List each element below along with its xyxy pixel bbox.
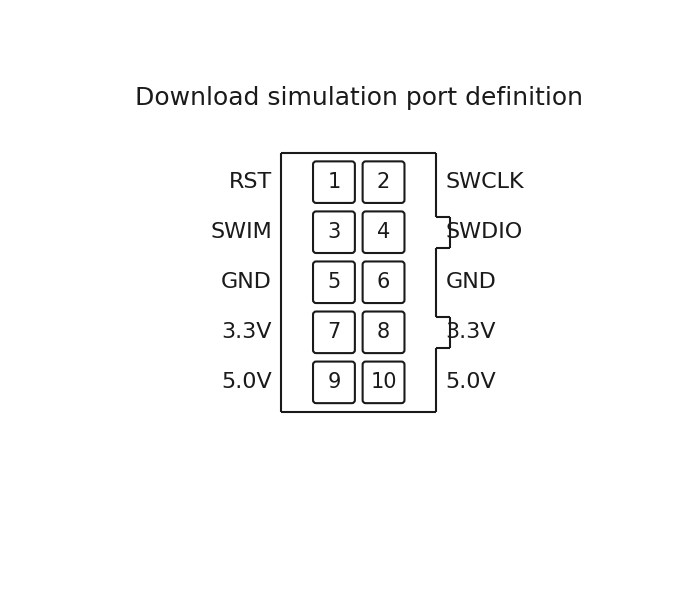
Text: 7: 7 <box>328 323 341 342</box>
Text: Download simulation port definition: Download simulation port definition <box>134 86 582 110</box>
Text: 5.0V: 5.0V <box>446 372 496 393</box>
Text: 10: 10 <box>370 372 397 393</box>
Text: 4: 4 <box>377 222 390 242</box>
Text: SWDIO: SWDIO <box>446 222 523 242</box>
Text: 2: 2 <box>377 172 390 192</box>
Text: RST: RST <box>229 172 272 192</box>
Text: SWIM: SWIM <box>210 222 272 242</box>
Text: 8: 8 <box>377 323 390 342</box>
Text: 3.3V: 3.3V <box>221 323 272 342</box>
Text: SWCLK: SWCLK <box>446 172 524 192</box>
Text: 3: 3 <box>328 222 341 242</box>
Text: 1: 1 <box>328 172 341 192</box>
Text: GND: GND <box>221 272 272 292</box>
Text: 5.0V: 5.0V <box>221 372 272 393</box>
Text: 6: 6 <box>377 272 390 292</box>
Text: GND: GND <box>446 272 496 292</box>
Text: 5: 5 <box>328 272 341 292</box>
Text: 9: 9 <box>328 372 341 393</box>
Text: 3.3V: 3.3V <box>446 323 496 342</box>
